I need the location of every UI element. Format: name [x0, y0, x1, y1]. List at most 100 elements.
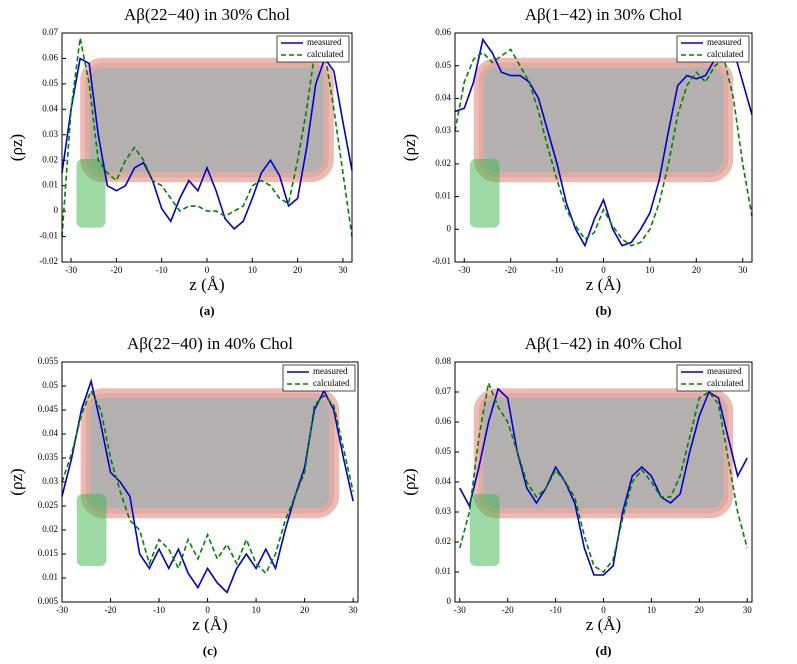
x-tick-label: -20: [110, 265, 122, 275]
y-tick-label: -0.01: [432, 256, 451, 266]
legend-label: measured: [307, 37, 342, 47]
y-tick-label: 0.025: [38, 500, 59, 510]
helix-illustration: [469, 494, 500, 566]
chart-title: Aβ(22−40) in 30% Chol: [124, 5, 290, 24]
y-tick-label: 0.08: [435, 356, 451, 366]
y-tick-label: 0.02: [435, 536, 451, 546]
x-tick-label: 10: [647, 605, 657, 615]
x-axis-label: z (Å): [189, 275, 224, 294]
y-tick-label: 0.04: [435, 92, 451, 102]
data-line: [459, 387, 748, 576]
legend-label: calculated: [307, 49, 344, 59]
helix-illustration: [76, 158, 106, 228]
x-tick-label: 0: [205, 605, 210, 615]
y-axis-label: (ρz): [7, 134, 26, 161]
plot-frame: [454, 32, 753, 263]
x-tick-label: -30: [454, 605, 466, 615]
panel-label: (a): [199, 303, 214, 318]
data-line: [61, 56, 353, 231]
legend-box: [676, 364, 750, 392]
y-tick-label: 0.03: [42, 129, 58, 139]
chart-title: Aβ(1−42) in 30% Chol: [525, 5, 683, 24]
x-tick-label: -20: [502, 605, 514, 615]
y-tick-label: -0.02: [39, 256, 58, 266]
x-tick-label: 30: [338, 265, 348, 275]
x-tick-label: 20: [695, 605, 705, 615]
panel-label: (c): [203, 643, 217, 658]
helix-illustration: [76, 494, 107, 566]
membrane-illustration: [80, 388, 340, 519]
x-tick-label: -20: [105, 605, 117, 615]
chart-panel: -30 -20 -10 0 10 20 30 -0.02 -0.01 0 0.01 0.02 0.03 0…: [7, 5, 353, 318]
y-tick-label: 0.045: [38, 404, 59, 414]
data-line: [61, 388, 354, 575]
x-tick-label: -30: [65, 265, 77, 275]
y-tick-label: 0.01: [435, 191, 451, 201]
x-tick-label: 10: [645, 265, 655, 275]
y-tick-label: 0.03: [435, 506, 451, 516]
y-axis-label: (ρz): [7, 468, 26, 495]
y-tick-label: 0.005: [38, 596, 59, 606]
legend-box: [276, 35, 350, 63]
data-line: [454, 48, 753, 247]
legend-label: calculated: [313, 378, 350, 388]
y-tick-label: 0.05: [42, 380, 58, 390]
plot-frame: [61, 32, 353, 263]
x-tick-label: -30: [56, 605, 68, 615]
y-tick-label: 0.03: [435, 125, 451, 135]
membrane-illustration: [473, 388, 734, 519]
y-tick-label: 0: [447, 596, 452, 606]
y-tick-label: 0.06: [435, 27, 451, 37]
x-tick-label: 10: [248, 265, 258, 275]
legend-label: calculated: [707, 49, 744, 59]
x-tick-label: 20: [300, 605, 310, 615]
y-tick-label: 0.05: [435, 446, 451, 456]
y-axis-label: (ρz): [400, 468, 419, 495]
y-tick-label: 0.04: [42, 428, 58, 438]
y-tick-label: 0.06: [42, 53, 58, 63]
plot-frame: [61, 361, 359, 603]
y-tick-label: 0.01: [435, 566, 451, 576]
chart-title: Aβ(1−42) in 40% Chol: [525, 334, 683, 353]
y-tick-label: 0.01: [42, 180, 58, 190]
x-tick-label: 20: [293, 265, 303, 275]
x-tick-label: -10: [156, 265, 168, 275]
x-tick-label: 10: [252, 605, 262, 615]
x-tick-label: -20: [505, 265, 517, 275]
x-axis-label: z (Å): [586, 275, 621, 294]
y-axis-label: (ρz): [400, 134, 419, 161]
legend-label: measured: [313, 366, 348, 376]
y-tick-label: 0: [54, 205, 59, 215]
legend-box: [282, 364, 356, 392]
x-axis-label: z (Å): [586, 615, 621, 634]
y-tick-label: 0.02: [42, 524, 58, 534]
x-tick-label: -10: [551, 265, 563, 275]
x-axis-label: z (Å): [192, 615, 227, 634]
y-tick-label: 0.06: [435, 416, 451, 426]
data-line: [459, 380, 748, 574]
panel-label: (b): [596, 303, 612, 318]
x-tick-label: 0: [601, 605, 606, 615]
legend-label: measured: [707, 37, 742, 47]
x-tick-label: 0: [205, 265, 210, 275]
y-tick-label: 0.04: [42, 103, 58, 113]
x-tick-label: 30: [738, 265, 748, 275]
legend-box: [676, 35, 750, 63]
x-tick-label: -10: [550, 605, 562, 615]
x-tick-label: -10: [153, 605, 165, 615]
legend-label: calculated: [707, 378, 744, 388]
y-tick-label: 0.02: [435, 158, 451, 168]
x-tick-label: 20: [692, 265, 702, 275]
helix-illustration: [469, 158, 500, 228]
membrane-illustration: [473, 57, 734, 183]
y-tick-label: 0.01: [42, 572, 58, 582]
membrane-illustration: [80, 57, 334, 183]
x-tick-label: -30: [458, 265, 470, 275]
y-tick-label: 0.07: [42, 27, 58, 37]
y-tick-label: -0.01: [39, 231, 58, 241]
y-tick-label: 0.05: [42, 78, 58, 88]
panel-label: (d): [596, 643, 612, 658]
data-line: [454, 37, 753, 248]
chart-title: Aβ(22−40) in 40% Chol: [127, 334, 293, 353]
